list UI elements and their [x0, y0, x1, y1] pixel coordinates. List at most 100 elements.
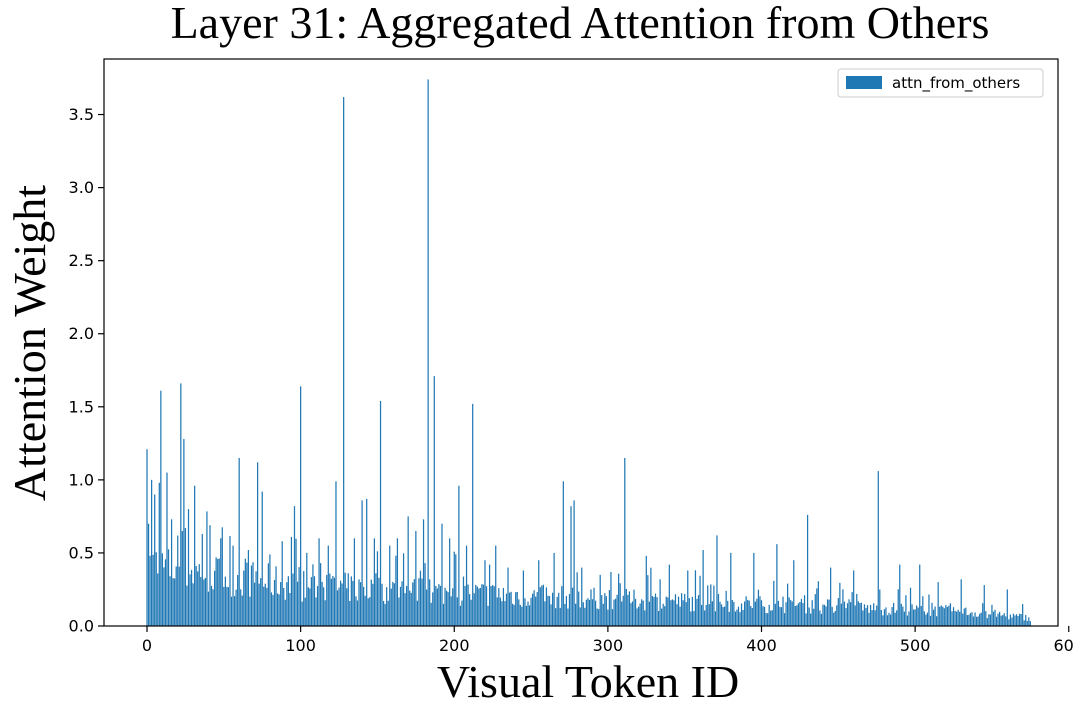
bar [476, 586, 478, 626]
bar [696, 598, 698, 626]
bar [184, 528, 187, 626]
bar [347, 573, 349, 626]
bar [353, 538, 356, 626]
bar [264, 583, 266, 626]
bar [355, 596, 357, 626]
bar [1017, 616, 1019, 626]
bar [977, 616, 979, 626]
bar [671, 599, 674, 626]
bar [794, 606, 796, 626]
bar [418, 578, 420, 626]
bar [995, 616, 998, 626]
bar [559, 607, 561, 626]
bar [624, 457, 626, 626]
bar [856, 593, 858, 626]
bar [293, 506, 296, 626]
bar [743, 601, 746, 626]
bar [272, 594, 274, 626]
bar [387, 600, 389, 626]
bar [945, 605, 947, 626]
bar [565, 595, 568, 626]
bar [576, 572, 578, 626]
bar [893, 602, 895, 626]
bar [831, 606, 833, 626]
bar [510, 591, 512, 626]
bar [790, 600, 792, 626]
bar [444, 587, 446, 626]
bar [226, 586, 228, 626]
bar [376, 551, 379, 626]
bar [195, 566, 197, 626]
bar [587, 598, 589, 626]
bar [310, 577, 313, 626]
bar [492, 585, 494, 626]
bar [482, 584, 485, 626]
bar [462, 576, 465, 626]
bar [350, 576, 352, 626]
bar [505, 593, 508, 626]
bar [776, 544, 778, 626]
bar [1003, 613, 1005, 626]
bar [255, 571, 257, 626]
bar [479, 588, 481, 626]
bar [851, 592, 853, 626]
bar [986, 618, 988, 626]
bar [782, 596, 784, 626]
bar [382, 600, 385, 626]
bar [562, 481, 564, 626]
bar [992, 611, 995, 626]
bar [889, 614, 892, 626]
bar [871, 610, 873, 626]
bar [699, 575, 701, 626]
bar [843, 601, 846, 626]
bar [1009, 614, 1011, 626]
bar [312, 564, 314, 626]
bar [954, 610, 956, 626]
bar [979, 613, 981, 626]
bar [711, 601, 713, 626]
bar [488, 564, 491, 626]
bar [284, 599, 286, 626]
bar [713, 585, 715, 626]
bar [578, 591, 580, 626]
bar [785, 602, 787, 626]
bar [538, 560, 540, 626]
bar [756, 598, 758, 626]
bar [372, 583, 374, 626]
x-tick-label: 300 [593, 636, 624, 655]
bar [662, 603, 664, 626]
bar [436, 588, 438, 626]
bar [584, 607, 586, 626]
bar [442, 603, 445, 626]
bar [1015, 614, 1018, 626]
bar [627, 594, 629, 626]
bar [206, 511, 208, 626]
bar [745, 596, 747, 626]
bar [533, 590, 535, 626]
bar [252, 562, 254, 626]
bar [1011, 617, 1013, 626]
bar [825, 606, 827, 626]
bar [370, 579, 372, 626]
bar [384, 603, 386, 626]
bar [630, 603, 632, 626]
bar [527, 601, 529, 626]
bar [301, 601, 303, 626]
bar [637, 606, 640, 626]
bar [485, 586, 488, 626]
bar [656, 597, 658, 626]
bar [1026, 620, 1028, 626]
bar [151, 479, 153, 626]
bar [177, 535, 179, 626]
bar [846, 603, 849, 626]
bar [233, 596, 236, 626]
bar [313, 576, 316, 626]
bar [920, 605, 922, 626]
bar [882, 615, 884, 626]
bar [407, 516, 409, 626]
bar [406, 585, 408, 626]
bar [819, 610, 821, 626]
bar [610, 571, 612, 626]
bar [805, 613, 807, 626]
